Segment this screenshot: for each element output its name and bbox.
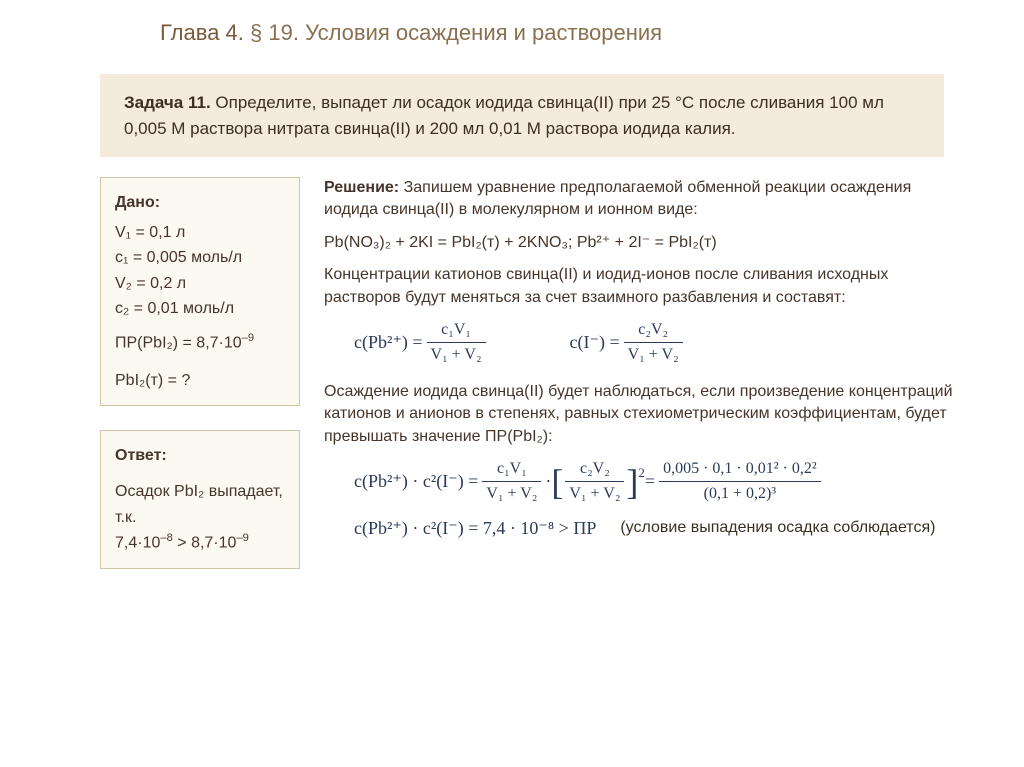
formula-row: c(Pb²⁺) = c₁V₁V₁ + V₂ c(I⁻) = c₂V₂V₁ + V… [354, 319, 954, 367]
condition-note: (условие выпадения осадка соблюдается) [620, 517, 935, 539]
section-title: Условия осаждения и растворения [305, 20, 662, 45]
solution-text: Запишем уравнение предполагаемой обменно… [324, 179, 911, 218]
answer-line: 7,4·10–8 > 8,7·10–9 [115, 530, 285, 556]
section-label: § 19. [250, 20, 299, 45]
solution-label: Решение: [324, 179, 399, 196]
answer-line: Осадок PbI₂ выпадает, т.к. [115, 479, 285, 530]
given-line: ПР(PbI₂) = 8,7·10–9 [115, 330, 285, 356]
given-title: Дано: [115, 190, 285, 216]
formula: c(Pb²⁺) · c²(I⁻) = c₁V₁V₁ + V₂ · [ c₂V₂V… [354, 458, 825, 506]
chapter-label: Глава 4. [160, 20, 244, 45]
page-header: Глава 4. § 19. Условия осаждения и раств… [0, 0, 1024, 56]
problem-label: Задача 11. [124, 93, 211, 112]
solution-block: Решение: Запишем уравнение предполагаемо… [324, 177, 984, 593]
given-line: PbI₂(т) = ? [115, 368, 285, 394]
formula: c(I⁻) = c₂V₂V₁ + V₂ [570, 319, 687, 367]
problem-text: Определите, выпадет ли осадок иодида сви… [124, 93, 884, 138]
answer-block: Ответ: Осадок PbI₂ выпадает, т.к. 7,4·10… [100, 430, 300, 569]
solution-text: Осаждение иодида свинца(II) будет наблюд… [324, 381, 954, 448]
formula: c(Pb²⁺) = c₁V₁V₁ + V₂ [354, 319, 490, 367]
solution-text: Концентрации катионов свинца(II) и иодид… [324, 264, 954, 309]
given-line: V₁ = 0,1 л [115, 220, 285, 246]
problem-statement: Задача 11. Определите, выпадет ли осадок… [100, 74, 944, 157]
reaction-equation: Pb(NO₃)₂ + 2KI = PbI₂(т) + 2KNO₃; Pb²⁺ +… [324, 232, 954, 254]
given-line: c₂ = 0,01 моль/л [115, 296, 285, 322]
formula-result: c(Pb²⁺) · c²(I⁻) = 7,4 · 10⁻⁸ > ПР [354, 516, 596, 541]
given-block: Дано: V₁ = 0,1 л c₁ = 0,005 моль/л V₂ = … [100, 177, 300, 406]
given-line: V₂ = 0,2 л [115, 271, 285, 297]
answer-title: Ответ: [115, 443, 285, 469]
given-line: c₁ = 0,005 моль/л [115, 245, 285, 271]
